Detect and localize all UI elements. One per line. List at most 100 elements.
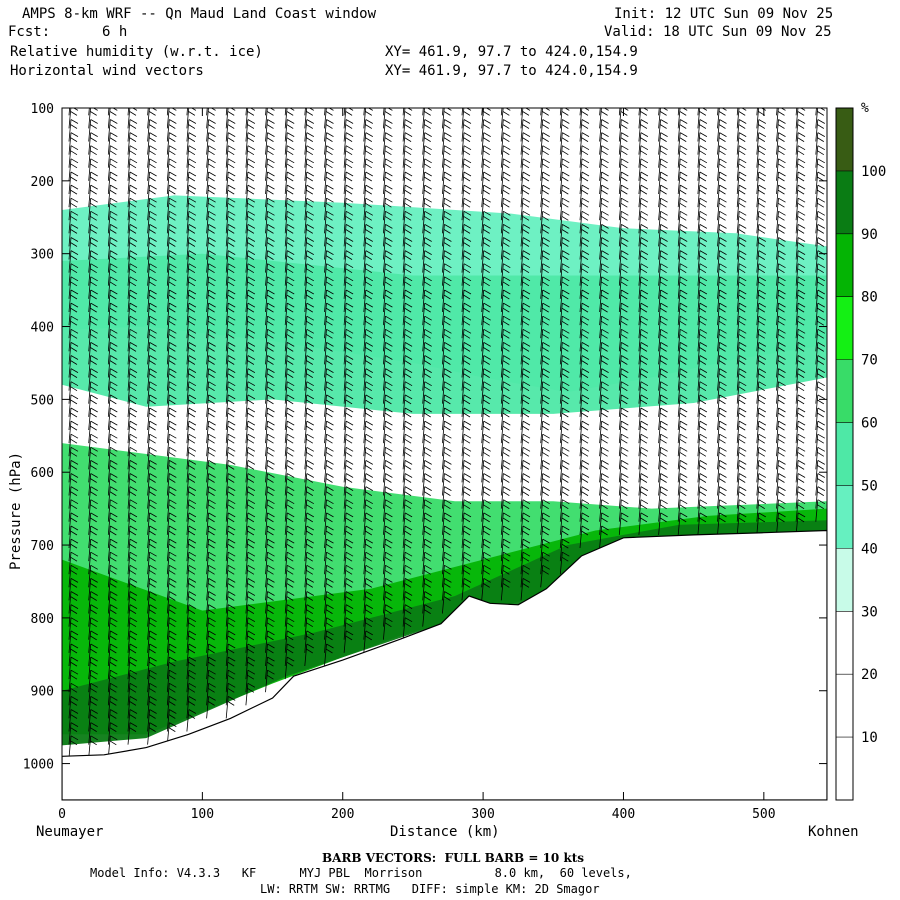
wind-barb <box>717 276 727 299</box>
wind-barb <box>402 355 413 378</box>
wind-barb <box>88 591 98 614</box>
wind-barb <box>166 237 177 260</box>
wind-barb <box>324 302 334 326</box>
wind-barb <box>166 591 177 614</box>
wind-barb <box>304 171 314 195</box>
wind-barb <box>147 119 157 142</box>
wind-barb <box>383 237 393 260</box>
wind-barb <box>402 564 413 588</box>
wind-barb <box>127 328 138 352</box>
wind-barb <box>363 342 373 365</box>
wind-barb <box>343 538 354 562</box>
wind-barb <box>304 224 314 247</box>
wind-barb <box>402 237 413 260</box>
wind-barb <box>500 184 511 208</box>
wind-barb <box>481 486 491 509</box>
wind-barb <box>717 342 727 365</box>
wind-barb <box>658 197 668 221</box>
wind-barb <box>461 446 472 470</box>
wind-barb <box>127 564 138 588</box>
wind-barb <box>206 407 216 431</box>
wind-barb <box>245 604 256 627</box>
wind-barb <box>147 368 157 391</box>
wind-barb <box>500 538 511 562</box>
field-2-label: Horizontal wind vectors <box>10 63 204 79</box>
wind-barb <box>186 302 197 326</box>
wind-barb <box>147 381 157 404</box>
wind-barb <box>815 342 825 365</box>
colorbar-tick-label: 10 <box>861 730 878 746</box>
wind-barb <box>776 237 786 260</box>
wind-barb <box>343 289 354 313</box>
wind-barb <box>186 184 197 208</box>
wind-barb <box>166 420 177 444</box>
wind-barb <box>304 604 314 627</box>
wind-barb <box>68 656 79 680</box>
wind-barb <box>736 158 747 181</box>
wind-barb <box>383 446 393 470</box>
wind-barb <box>68 381 79 404</box>
wind-barb <box>815 486 825 509</box>
wind-barb <box>107 171 118 195</box>
wind-barb <box>225 604 236 627</box>
wind-barb <box>579 289 590 313</box>
wind-barb <box>284 499 295 522</box>
wind-barb <box>245 473 256 496</box>
wind-barb <box>324 564 334 588</box>
wind-barb <box>68 237 79 260</box>
colorbar-swatch <box>836 296 853 360</box>
wind-barb <box>206 302 216 326</box>
wind-barb <box>147 328 157 352</box>
wind-barb <box>363 302 373 326</box>
wind-barb <box>383 551 393 575</box>
wind-barb <box>225 656 236 680</box>
wind-barb <box>245 460 256 483</box>
wind-barb <box>442 368 452 391</box>
wind-barb <box>383 460 393 483</box>
wind-barb <box>540 446 550 470</box>
wind-barb <box>658 407 668 431</box>
wind-barb <box>481 263 491 286</box>
wind-barb <box>815 263 825 286</box>
wind-barb <box>324 158 334 181</box>
colorbar-swatch <box>836 422 853 486</box>
wind-barb <box>697 460 708 483</box>
wind-barb <box>166 433 177 457</box>
wind-barb <box>147 315 157 339</box>
wind-barb <box>717 460 727 483</box>
wind-barb <box>461 486 472 509</box>
wind-barb <box>481 407 491 431</box>
wind-barb <box>658 210 668 234</box>
wind-barb <box>638 328 649 352</box>
wind-barb <box>147 276 157 299</box>
wind-barb <box>618 197 629 221</box>
wind-barb <box>186 696 197 719</box>
wind-barb <box>304 263 314 286</box>
wind-barb <box>442 276 452 299</box>
wind-barb <box>481 224 491 247</box>
wind-barb <box>461 433 472 457</box>
wind-barb <box>618 460 629 483</box>
wind-barb <box>776 355 786 378</box>
wind-barb <box>186 197 197 221</box>
wind-barb <box>186 263 197 286</box>
wind-barb <box>402 525 413 549</box>
wind-barb <box>166 381 177 404</box>
wind-barb <box>206 197 216 221</box>
wind-barb <box>481 210 491 234</box>
wind-barb <box>186 407 197 431</box>
wind-barb <box>186 656 197 680</box>
wind-barb <box>127 538 138 562</box>
wind-barb <box>717 486 727 509</box>
wind-barb <box>88 420 98 444</box>
wind-barb <box>815 210 825 234</box>
wind-barb <box>520 237 531 260</box>
wind-barb <box>520 512 531 535</box>
wind-barb <box>206 355 216 378</box>
wind-barb <box>559 499 570 522</box>
wind-barb <box>383 512 393 535</box>
wind-barb <box>500 525 511 549</box>
wind-barb <box>343 224 354 247</box>
wind-barb <box>540 132 550 155</box>
wind-barb <box>265 302 275 326</box>
